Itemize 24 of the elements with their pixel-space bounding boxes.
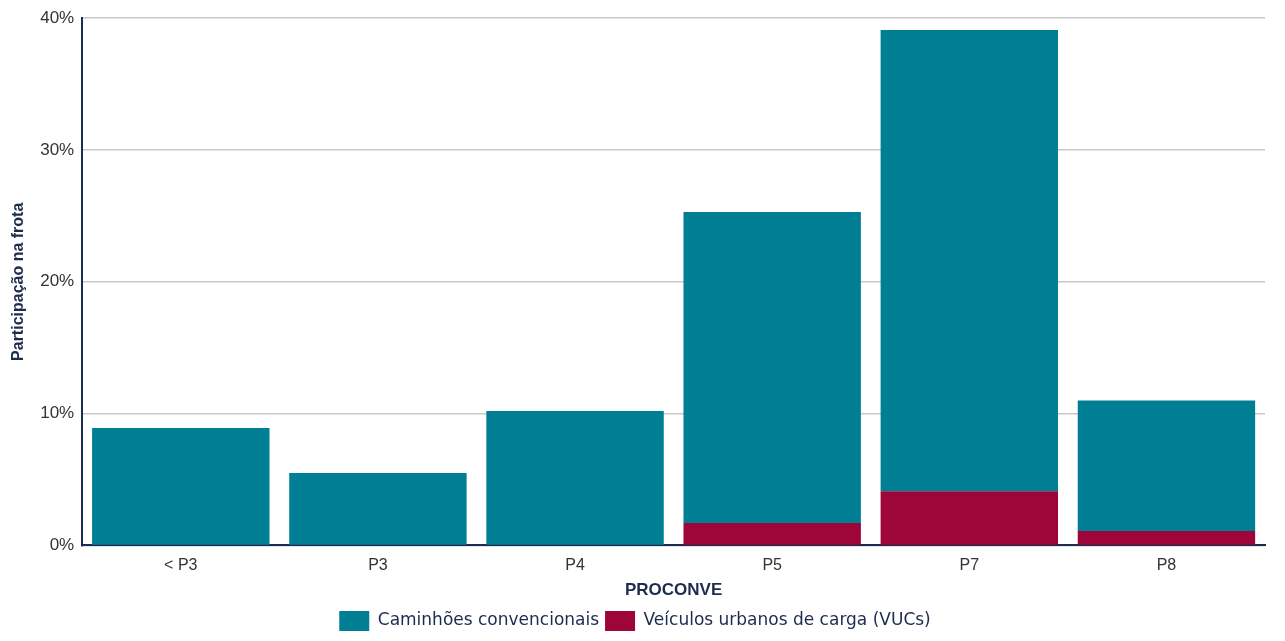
y-tick-label: 0% [49, 535, 75, 555]
x-tick-label: < P3 [164, 556, 198, 574]
bar [1077, 400, 1256, 531]
y-tick-label: 20% [40, 271, 75, 291]
y-axis-title: Participação na frota [9, 202, 27, 361]
x-tick-label: P3 [368, 556, 388, 574]
bar [92, 428, 270, 545]
bar [289, 472, 467, 545]
x-axis-title: PROCONVE [624, 580, 723, 600]
legend-label: Caminhões convencionais [377, 609, 600, 630]
y-tick-label: 30% [40, 139, 75, 159]
bar [683, 211, 861, 523]
x-tick-label: P5 [762, 556, 783, 574]
legend-label: Veículos urbanos de carga (VUCs) [643, 609, 931, 630]
x-tick-label: P7 [959, 556, 980, 574]
bar [1077, 530, 1256, 545]
bar [880, 30, 1059, 492]
y-tick-label: 40% [40, 7, 75, 27]
x-tick-label: P4 [565, 556, 585, 574]
bar [880, 491, 1059, 545]
y-tick-label: 10% [40, 403, 75, 423]
bar [683, 522, 861, 545]
x-tick-label: P8 [1156, 556, 1177, 574]
bar [486, 410, 664, 545]
